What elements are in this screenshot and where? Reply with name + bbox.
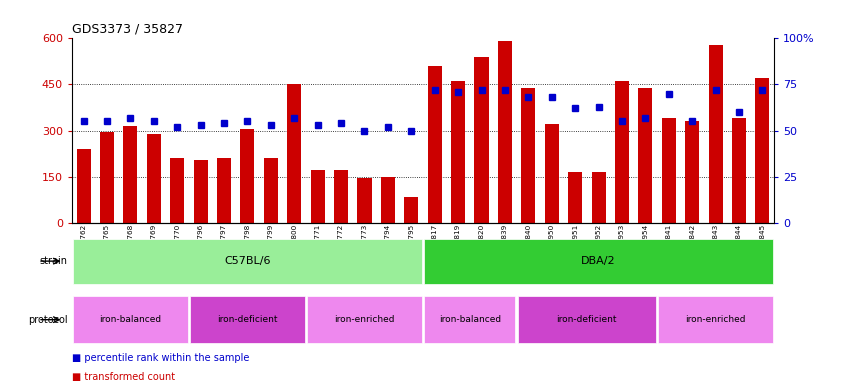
Bar <box>73 296 188 343</box>
Text: GSM262800: GSM262800 <box>291 223 297 268</box>
Text: GSM262796: GSM262796 <box>198 223 204 268</box>
Text: GSM262773: GSM262773 <box>361 223 367 268</box>
Text: GSM262772: GSM262772 <box>338 223 344 268</box>
Text: GSM262794: GSM262794 <box>385 223 391 268</box>
Bar <box>755 78 769 223</box>
Text: iron-deficient: iron-deficient <box>557 315 617 324</box>
Text: ■ percentile rank within the sample: ■ percentile rank within the sample <box>72 353 250 363</box>
Bar <box>424 239 773 283</box>
Text: GSM262953: GSM262953 <box>619 223 625 268</box>
Text: GSM262820: GSM262820 <box>479 223 485 268</box>
Bar <box>709 45 722 223</box>
Text: GSM262765: GSM262765 <box>104 223 110 268</box>
Text: GSM262771: GSM262771 <box>315 223 321 268</box>
Text: GSM262769: GSM262769 <box>151 223 157 268</box>
Bar <box>77 149 91 223</box>
Text: iron-enriched: iron-enriched <box>334 315 395 324</box>
Text: GSM262952: GSM262952 <box>596 223 602 268</box>
Bar <box>475 57 488 223</box>
Bar <box>288 84 301 223</box>
Bar <box>264 158 277 223</box>
Text: GSM262797: GSM262797 <box>221 223 227 268</box>
Bar <box>518 296 656 343</box>
Text: GDS3373 / 35827: GDS3373 / 35827 <box>72 23 183 36</box>
Bar <box>194 160 207 223</box>
Text: GSM262841: GSM262841 <box>666 223 672 268</box>
Text: GSM262950: GSM262950 <box>549 223 555 268</box>
Text: strain: strain <box>40 256 68 266</box>
Text: iron-deficient: iron-deficient <box>217 315 277 324</box>
Text: GSM262770: GSM262770 <box>174 223 180 268</box>
Text: GSM262843: GSM262843 <box>712 223 718 268</box>
Bar <box>334 170 348 223</box>
Bar <box>124 126 137 223</box>
Text: GSM262845: GSM262845 <box>760 223 766 268</box>
Bar <box>217 158 231 223</box>
Text: GSM262844: GSM262844 <box>736 223 742 268</box>
Text: GSM262840: GSM262840 <box>525 223 531 268</box>
Text: ■ transformed count: ■ transformed count <box>72 372 175 382</box>
Text: GSM262762: GSM262762 <box>80 223 86 268</box>
Bar <box>73 239 422 283</box>
Bar <box>170 158 184 223</box>
Bar <box>310 170 325 223</box>
Bar <box>658 296 773 343</box>
Bar <box>100 132 114 223</box>
Bar <box>662 118 676 223</box>
Bar <box>307 296 422 343</box>
Bar <box>732 118 746 223</box>
Bar <box>498 41 512 223</box>
Bar <box>591 172 606 223</box>
Bar <box>190 296 305 343</box>
Bar <box>569 172 582 223</box>
Bar <box>451 81 465 223</box>
Text: GSM262842: GSM262842 <box>689 223 695 268</box>
Text: C57BL/6: C57BL/6 <box>224 256 271 266</box>
Bar <box>381 177 395 223</box>
Bar <box>545 124 558 223</box>
Bar <box>685 121 699 223</box>
Bar <box>147 134 161 223</box>
Text: GSM262795: GSM262795 <box>409 223 415 268</box>
Text: GSM262799: GSM262799 <box>268 223 274 268</box>
Text: iron-balanced: iron-balanced <box>99 315 162 324</box>
Text: iron-enriched: iron-enriched <box>685 315 746 324</box>
Bar <box>615 81 629 223</box>
Text: GSM262817: GSM262817 <box>431 223 437 268</box>
Bar <box>358 178 371 223</box>
Text: iron-balanced: iron-balanced <box>439 315 501 324</box>
Text: protocol: protocol <box>28 314 68 325</box>
Bar <box>404 197 418 223</box>
Text: GSM262954: GSM262954 <box>642 223 648 268</box>
Bar <box>428 66 442 223</box>
Text: GSM262768: GSM262768 <box>128 223 134 268</box>
Text: DBA/2: DBA/2 <box>581 256 616 266</box>
Bar <box>521 88 536 223</box>
Bar <box>240 129 255 223</box>
Text: GSM262819: GSM262819 <box>455 223 461 268</box>
Bar <box>639 88 652 223</box>
Bar <box>424 296 515 343</box>
Text: GSM262839: GSM262839 <box>502 223 508 268</box>
Text: GSM262951: GSM262951 <box>572 223 578 268</box>
Text: GSM262798: GSM262798 <box>244 223 250 268</box>
